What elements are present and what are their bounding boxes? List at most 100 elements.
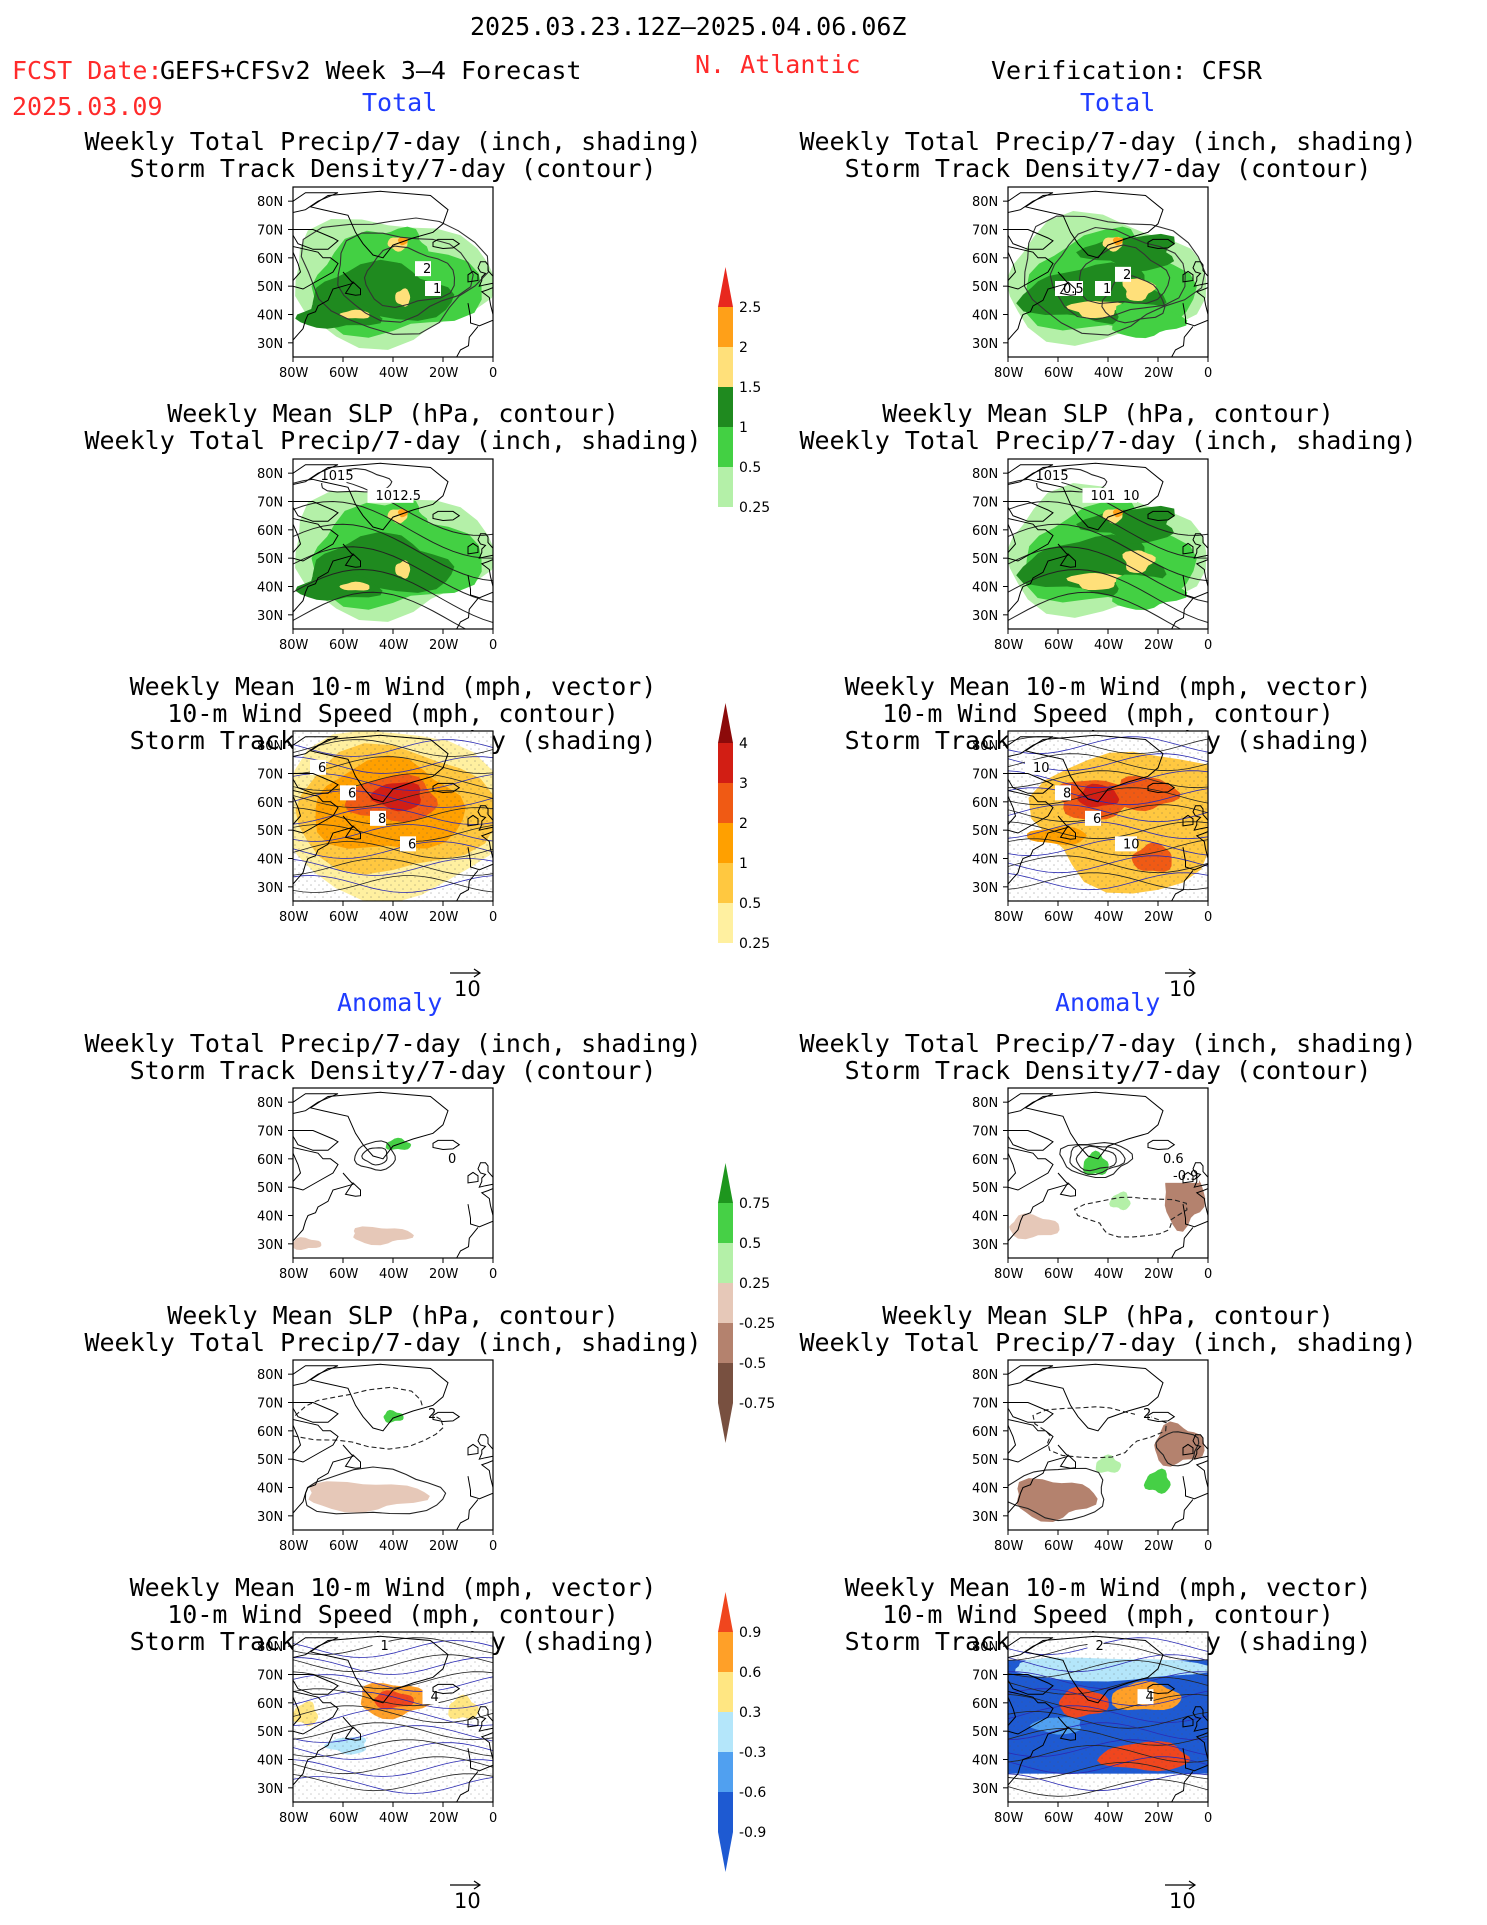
lat-tick-label: 80N — [257, 1096, 283, 1111]
region-label: N. Atlantic — [695, 50, 861, 79]
lon-tick-label: 20W — [1144, 910, 1174, 925]
coastline — [1192, 1706, 1208, 1732]
colorbar-label: 2 — [739, 816, 748, 832]
colorbar-label: 1 — [739, 856, 748, 872]
lat-tick-label: 70N — [257, 1669, 283, 1684]
lon-tick-label: 60W — [1044, 1811, 1074, 1826]
lon-tick-label: 40W — [379, 1539, 409, 1554]
lon-tick-label: 40W — [379, 638, 409, 653]
lat-tick-label: 30N — [972, 609, 998, 624]
coastline — [1008, 789, 1054, 834]
coastline — [293, 271, 354, 341]
lon-tick-label: 0 — [1204, 638, 1212, 653]
anom-contour-label-box — [440, 1150, 456, 1166]
coastline — [309, 462, 449, 531]
lon-tick-label: 40W — [1094, 366, 1124, 381]
shaded-region — [1076, 505, 1175, 544]
coastline — [467, 1188, 493, 1228]
coastline — [1008, 192, 1054, 214]
lat-tick-label: 80N — [257, 195, 283, 210]
coastline — [450, 1227, 479, 1258]
wind-vectors — [1008, 731, 1208, 901]
coastline — [293, 773, 339, 794]
lat-tick-label: 80N — [972, 1096, 998, 1111]
lon-tick-label: 40W — [379, 1267, 409, 1282]
map-content: 2 — [1008, 1363, 1208, 1530]
contour-label-box — [1095, 281, 1111, 296]
colorbar-label: 2 — [739, 340, 748, 356]
coastline — [467, 1715, 479, 1728]
map-content: 6 6 8 6 — [293, 731, 493, 901]
lat-tick-label: 60N — [257, 796, 283, 811]
vector-reference-arrowhead — [473, 1880, 482, 1890]
lat-tick-label: 70N — [972, 496, 998, 511]
coastline — [450, 870, 479, 901]
coastline — [1008, 501, 1054, 522]
lat-tick-label: 50N — [257, 1181, 283, 1196]
coastline — [1008, 773, 1054, 794]
lon-tick-label: 0 — [489, 638, 497, 653]
map-content: 21 — [293, 190, 493, 357]
vector-reference: 10 — [450, 1880, 482, 1913]
panel-title-ver-precip-storm: Weekly Total Precip/7-day (inch, shading… — [799, 127, 1417, 183]
lat-tick-label: 80N — [257, 739, 283, 754]
lon-tick-label: 0 — [1204, 1811, 1212, 1826]
lat-tick-label: 40N — [972, 581, 998, 596]
lon-tick-label: 80W — [994, 366, 1024, 381]
wind-contour-label-box — [400, 836, 416, 852]
colorbar-segment — [718, 1203, 733, 1243]
coastline — [432, 1411, 461, 1423]
coastline — [450, 326, 479, 357]
lon-tick-label: 20W — [1144, 366, 1174, 381]
lat-tick-label: 60N — [257, 1425, 283, 1440]
coastline — [293, 543, 354, 613]
coastline — [293, 736, 339, 758]
anom-slp-label-box — [420, 1405, 436, 1421]
coastline — [293, 1402, 339, 1423]
coastline — [1182, 542, 1194, 555]
coastline — [1182, 1732, 1208, 1772]
lat-tick-label: 80N — [972, 467, 998, 482]
coastline — [293, 1146, 339, 1191]
contour-label-box — [425, 281, 441, 296]
coastline — [1182, 559, 1208, 599]
coastline — [432, 782, 461, 794]
lat-tick-label: 50N — [257, 280, 283, 295]
vector-reference-label: 10 — [454, 977, 481, 1001]
coastline — [467, 287, 493, 327]
colorbar-label: -0.6 — [739, 1785, 766, 1801]
lat-tick-label: 30N — [257, 881, 283, 896]
lon-tick-label: 60W — [329, 1267, 359, 1282]
lon-tick-label: 20W — [429, 638, 459, 653]
coastline — [1008, 1674, 1054, 1695]
lat-tick-label: 60N — [257, 252, 283, 267]
panel-title-fcst-anom-slp: Weekly Mean SLP (hPa, contour) Weekly To… — [84, 1301, 702, 1357]
lon-tick-label: 20W — [1144, 1539, 1174, 1554]
colorbar-label: 0.75 — [739, 1196, 770, 1212]
lat-tick-label: 30N — [257, 1238, 283, 1253]
shaded-region — [293, 1237, 322, 1250]
map-panel-fcst-precip-storm: 21 80N 70N 60N 50N 40N 30N 80W 60W 40W 20W 0 — [257, 186, 497, 381]
lon-tick-label: 60W — [329, 366, 359, 381]
slp-label: 1015 — [321, 469, 354, 484]
shaded-region — [1066, 301, 1123, 318]
wind-vectors — [293, 731, 493, 901]
lon-tick-label: 40W — [1094, 638, 1124, 653]
vector-reference-arrowhead — [1188, 968, 1197, 978]
lat-tick-label: 30N — [257, 1510, 283, 1525]
coastline — [432, 510, 461, 522]
lon-tick-label: 60W — [1044, 910, 1074, 925]
lat-tick-label: 80N — [972, 195, 998, 210]
coastline — [467, 814, 479, 827]
coastline — [1147, 1139, 1176, 1151]
anom-wind-label: 4 — [431, 1690, 439, 1705]
map-panel-ver-anom-precip: 0.6 -0.9 80N 70N 60N 50N 40N 30N 80W 60W 40W 20W 0 — [972, 1087, 1212, 1282]
coastline — [1008, 517, 1054, 562]
lon-tick-label: 60W — [329, 1811, 359, 1826]
colorbar-segment — [718, 1243, 733, 1283]
colorbar-label: 0.6 — [739, 1665, 761, 1681]
lat-tick-label: 60N — [972, 524, 998, 539]
lon-tick-label: 80W — [279, 1539, 309, 1554]
lon-tick-label: 60W — [1044, 366, 1074, 381]
